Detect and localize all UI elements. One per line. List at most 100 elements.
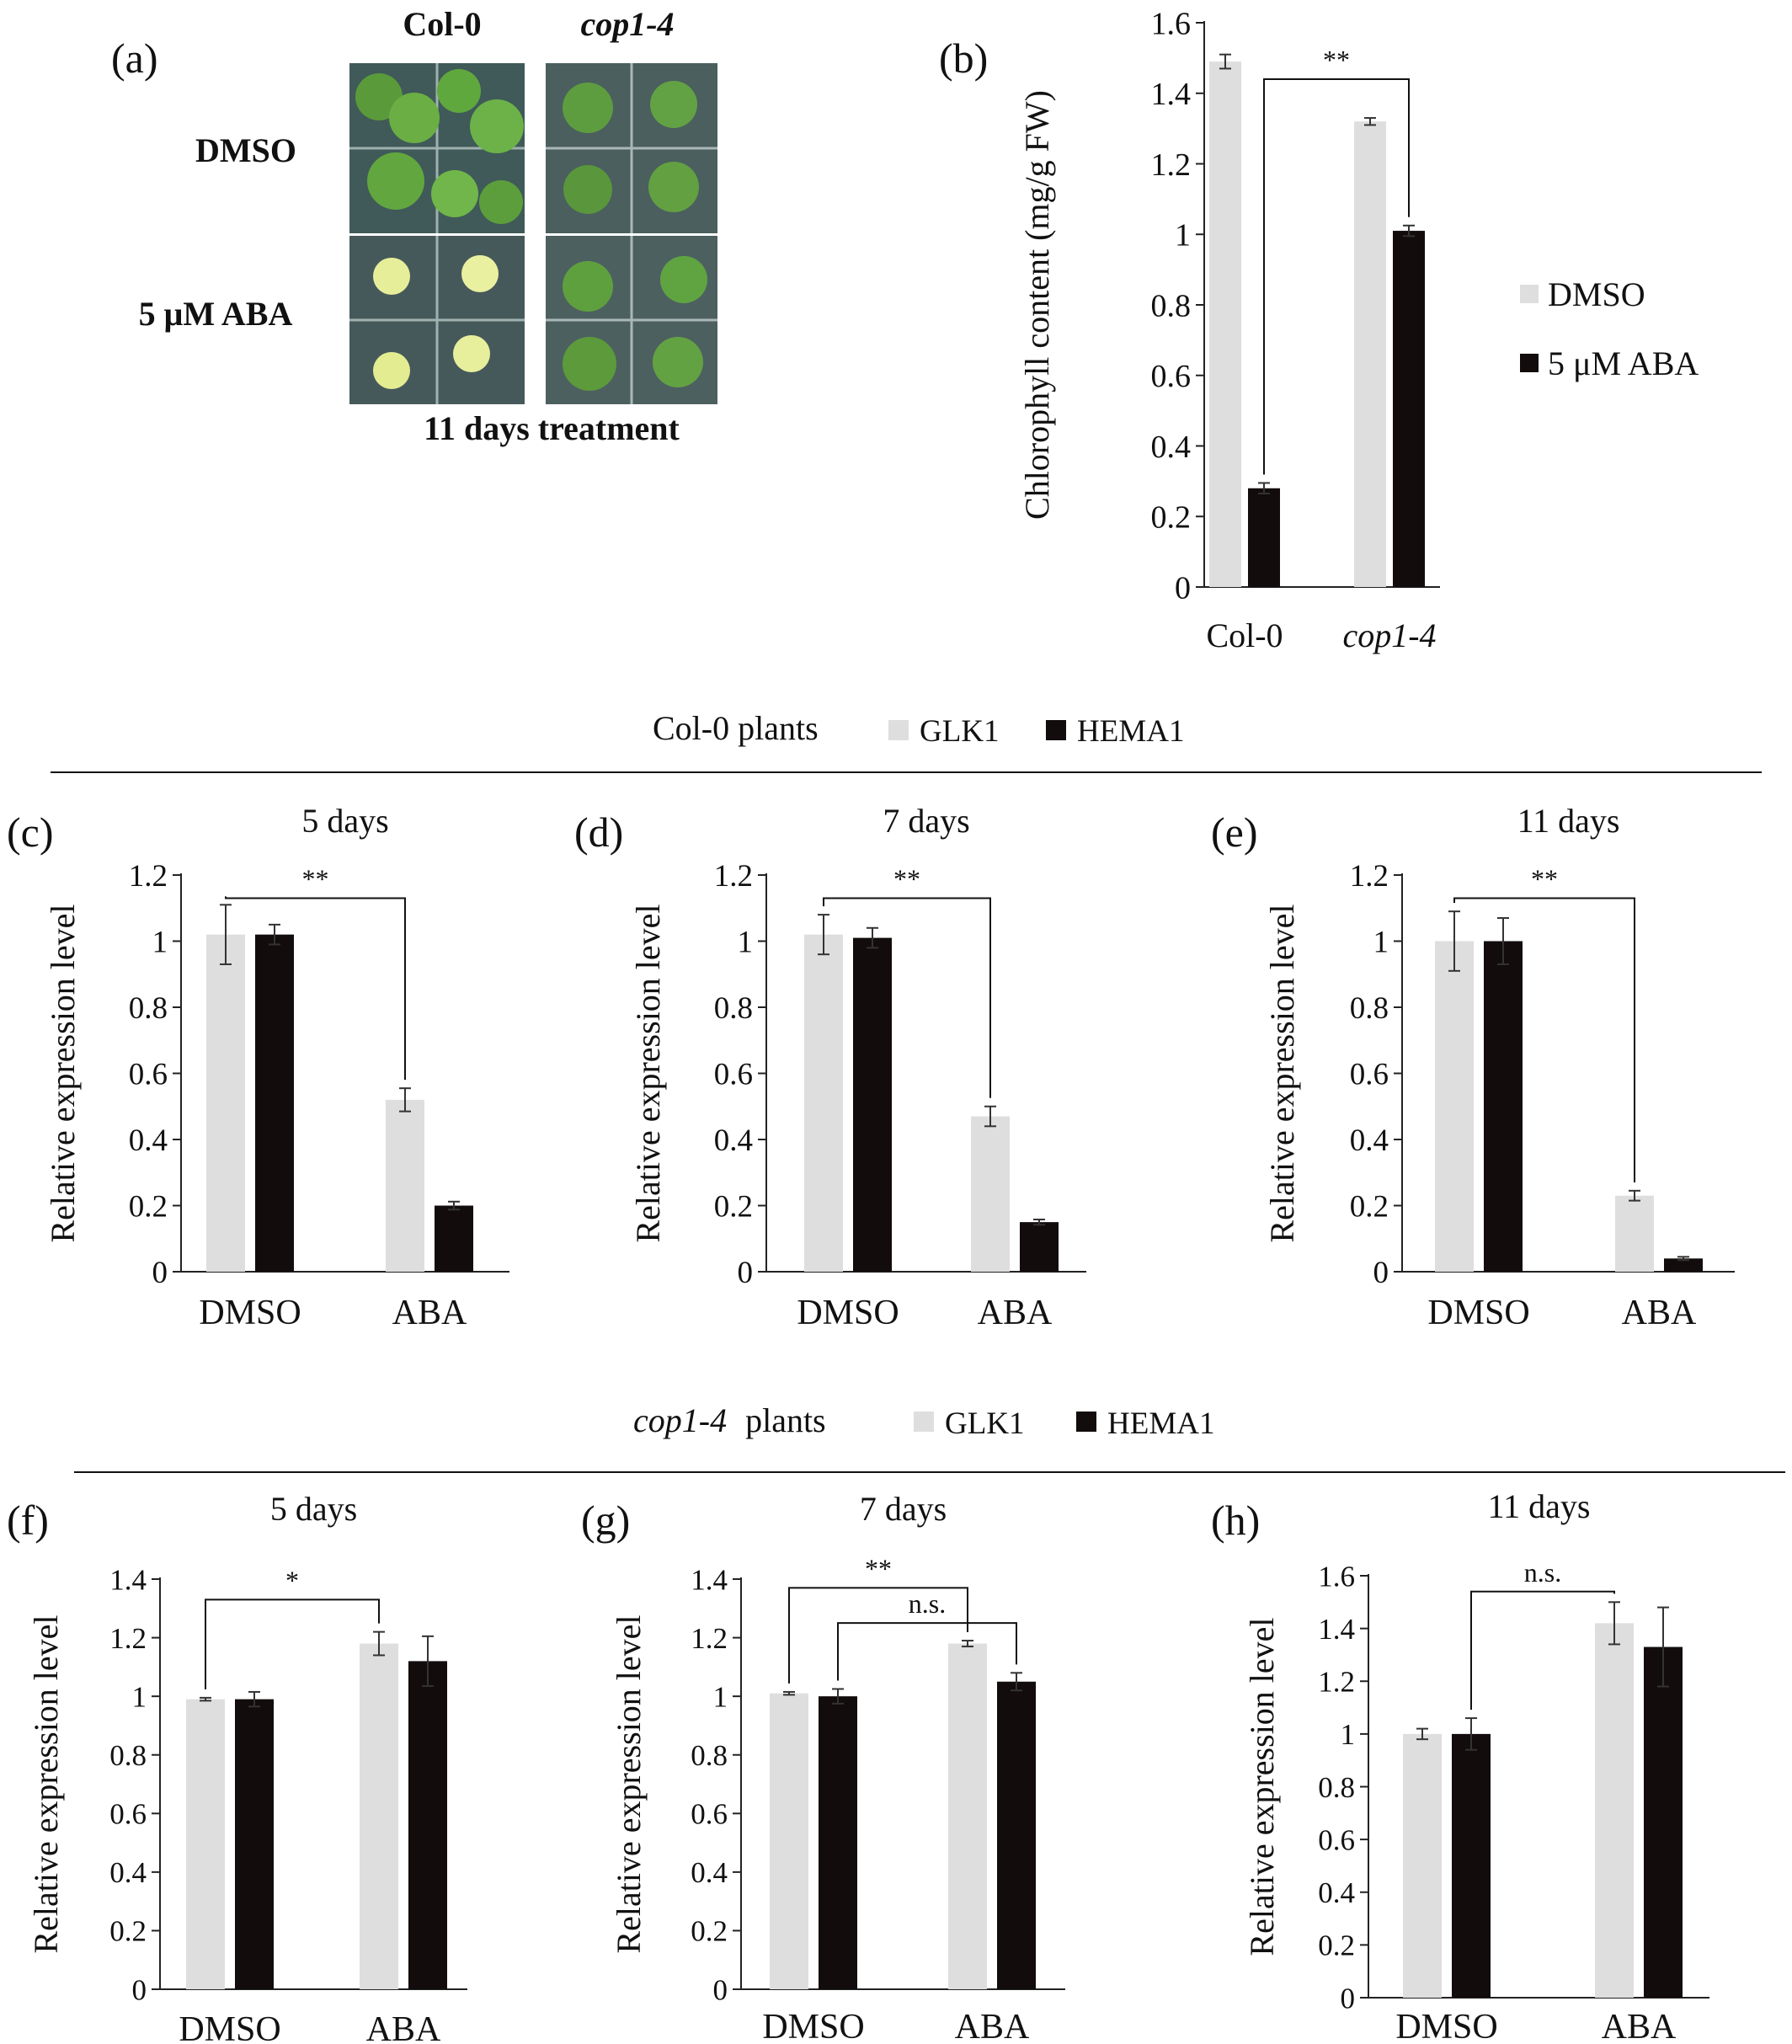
- y-tick-label: 0.2: [714, 1189, 753, 1224]
- row-label-dmso: DMSO: [195, 131, 296, 169]
- significance-bracket: [1470, 1590, 1615, 1710]
- significance-label: **: [865, 1553, 892, 1583]
- y-tick-label: 0.6: [714, 1057, 753, 1091]
- col-label-cop1: cop1-4: [580, 5, 674, 43]
- y-tick-label: 1.4: [109, 1563, 147, 1596]
- category-label: DMSO: [1427, 1294, 1529, 1332]
- y-tick-label: 0.8: [714, 991, 753, 1026]
- y-tick-label: 0: [1373, 1256, 1389, 1290]
- y-tick-label: 1: [713, 1680, 728, 1713]
- bar-GLK1-ABA: [386, 1099, 424, 1272]
- bar-HEMA1-DMSO: [235, 1699, 274, 1989]
- y-tick-label: 1: [152, 925, 168, 959]
- chart-c: (c) 5 days 0 0.2 0.4 0.6 0.8 1 1.2 Relative expre…: [7, 802, 509, 1332]
- y-tick-label: 1.2: [1350, 859, 1389, 894]
- y-axis-label: Relative expression level: [44, 904, 82, 1242]
- charts-layer: (b) 0 0.2 0.4 0.6 0.8 1 1.2 1.4 1.6 Chlorophyll co…: [7, 6, 1735, 2044]
- y-tick-label: 1: [1373, 925, 1389, 959]
- panel-letter: (g): [581, 1497, 630, 1544]
- y-tick-label: 1: [738, 925, 754, 959]
- bar-HEMA1-DMSO: [1452, 1733, 1491, 1998]
- y-tick-label: 0.8: [691, 1739, 728, 1772]
- chart-g: (g) 7 days 0 0.2 0.4 0.6 0.8 1 1.2 1.4 Relative ex…: [581, 1490, 1065, 2044]
- y-tick-label: 0.4: [714, 1123, 753, 1158]
- bar-HEMA1-DMSO: [1484, 941, 1523, 1272]
- panel-letter: (c): [7, 809, 54, 856]
- legend-hema1-label-cop1: HEMA1: [1107, 1406, 1214, 1441]
- y-tick-label: 1: [132, 1680, 147, 1713]
- panel-letter: (h): [1211, 1497, 1260, 1544]
- y-tick-label: 0.6: [129, 1057, 168, 1091]
- legend-glk1-swatch: [888, 720, 909, 740]
- chart-e: (e) 11 days 0 0.2 0.4 0.6 0.8 1 1.2 Relative expr…: [1211, 802, 1735, 1332]
- y-tick-label: 0.2: [129, 1189, 168, 1224]
- legend-b-label-aba: 5 μM ABA: [1548, 344, 1699, 382]
- bar-HEMA1-DMSO: [853, 937, 892, 1272]
- bar-GLK1-ABA: [971, 1116, 1010, 1272]
- y-tick-label: 1.2: [1151, 147, 1192, 183]
- y-tick-label: 0.6: [109, 1798, 147, 1831]
- y-tick-label: 0.4: [691, 1856, 728, 1889]
- bar-HEMA1-ABA: [1020, 1222, 1059, 1272]
- significance-label: n.s.: [1524, 1557, 1561, 1588]
- category-label: DMSO: [1395, 2008, 1497, 2044]
- bar-HEMA1-ABA: [408, 1661, 447, 1989]
- y-tick-label: 0.6: [1151, 359, 1192, 394]
- bar-GLK1-ABA: [360, 1643, 398, 1989]
- significance-bracket: [205, 1598, 380, 1689]
- y-tick-label: 0.4: [109, 1856, 147, 1889]
- category-label: DMSO: [797, 1294, 899, 1332]
- y-tick-label: 1.4: [1151, 77, 1192, 112]
- legend-b-swatch-aba: [1520, 354, 1539, 372]
- y-tick-label: 0.4: [1151, 430, 1192, 465]
- y-tick-label: 0: [713, 1973, 728, 2006]
- significance-bracket: [823, 897, 991, 1098]
- y-axis-label: Relative expression level: [610, 1614, 648, 1953]
- y-tick-label: 0.6: [691, 1798, 728, 1831]
- significance-label: **: [302, 863, 329, 894]
- seedling-photo-cop1-aba: [546, 236, 717, 404]
- category-label: ABA: [392, 1294, 467, 1332]
- legend-glk1-label-cop1: GLK1: [945, 1406, 1025, 1441]
- y-tick-label: 0.8: [109, 1739, 147, 1772]
- seedling-photo-col0-aba: [349, 236, 525, 404]
- chart-f: (f) 5 days 0 0.2 0.4 0.6 0.8 1 1.2 1.4 Relative ex…: [7, 1490, 467, 2044]
- y-tick-label: 1.2: [714, 859, 753, 894]
- bar-5-μM-ABA-Col-0: [1248, 488, 1280, 587]
- y-tick-label: 1.6: [1151, 6, 1192, 41]
- photo-caption: 11 days treatment: [424, 409, 680, 447]
- y-axis-label: Relative expression level: [1243, 1617, 1281, 1956]
- panel-letter: (e): [1211, 809, 1258, 856]
- significance-label: n.s.: [909, 1588, 946, 1619]
- y-tick-label: 0.4: [129, 1123, 168, 1158]
- y-tick-label: 1.4: [1318, 1613, 1355, 1646]
- bar-GLK1-DMSO: [1403, 1733, 1442, 1998]
- y-tick-label: 0: [152, 1256, 168, 1290]
- category-label: Col-0: [1206, 616, 1283, 654]
- y-tick-label: 0.2: [1350, 1189, 1389, 1224]
- panel-letter: (f): [7, 1497, 49, 1544]
- category-label: DMSO: [179, 2010, 280, 2044]
- bar-HEMA1-ABA: [435, 1205, 473, 1272]
- significance-bracket: [788, 1587, 968, 1684]
- y-tick-label: 0.4: [1350, 1123, 1389, 1158]
- col-label-col0: Col-0: [403, 5, 481, 43]
- chart-d: (d) 7 days 0 0.2 0.4 0.6 0.8 1 1.2 Relative expre…: [574, 802, 1086, 1332]
- significance-bracket: [1263, 78, 1410, 475]
- category-label: ABA: [1622, 1294, 1697, 1332]
- bar-GLK1-DMSO: [804, 934, 843, 1272]
- chart-title: 7 days: [883, 802, 969, 840]
- row-label-aba: 5 μM ABA: [139, 295, 293, 333]
- chart-title: 5 days: [301, 802, 388, 840]
- y-tick-label: 1.6: [1318, 1560, 1355, 1593]
- y-tick-label: 1: [1341, 1718, 1356, 1751]
- section-title-cop1: cop1-4 plants: [633, 1401, 826, 1439]
- bar-GLK1-ABA: [1595, 1623, 1634, 1998]
- bar-5-μM-ABA-cop1-4: [1393, 231, 1425, 587]
- chart-h: (h) 11 days 0 0.2 0.4 0.6 0.8 1 1.2 1.4 1.6 Relativ…: [1211, 1487, 1709, 2044]
- y-tick-label: 0.2: [1151, 500, 1192, 536]
- y-tick-label: 0: [1341, 1982, 1356, 2015]
- y-tick-label: 1.2: [109, 1622, 147, 1655]
- significance-bracket: [837, 1622, 1017, 1681]
- significance-bracket: [225, 896, 406, 1081]
